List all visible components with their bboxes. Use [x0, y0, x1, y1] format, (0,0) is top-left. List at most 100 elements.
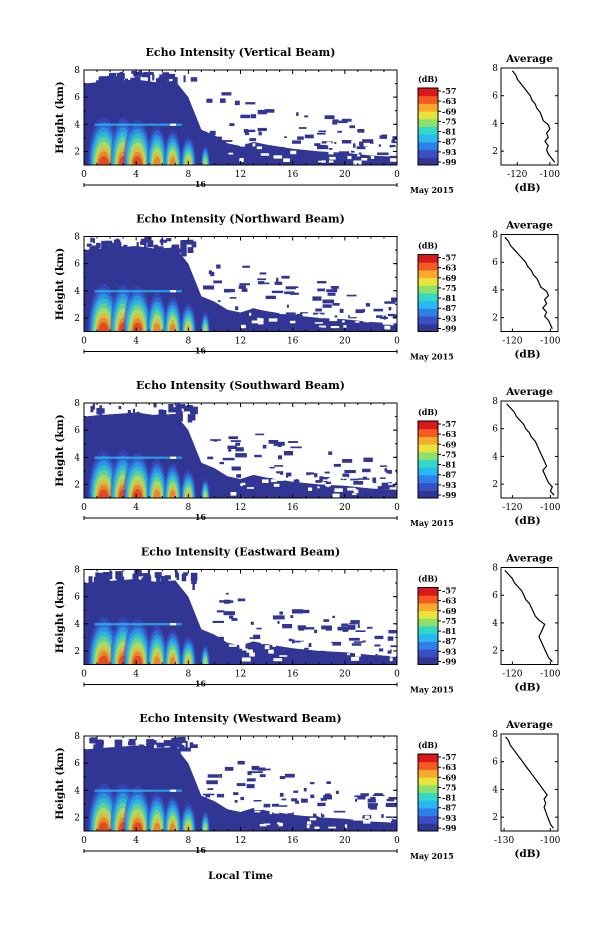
echo-cell: [181, 574, 187, 582]
colorbar-swatch: [418, 134, 438, 143]
echo-cell: [130, 77, 133, 83]
echo-cell: [290, 292, 299, 295]
profile-x-tick-label: -100: [540, 670, 560, 680]
echo-cell: [216, 610, 225, 613]
echo-cell: [231, 618, 238, 621]
echo-cell: [104, 576, 110, 582]
gap-cell: [241, 324, 246, 329]
echo-cell: [379, 465, 388, 467]
gap-cell: [351, 656, 360, 661]
echo-cell: [334, 141, 337, 144]
echo-cell: [124, 78, 129, 84]
gap-cell: [353, 818, 363, 821]
gap-cell: [383, 310, 390, 312]
x-tick-label: 20: [339, 670, 351, 680]
echo-cell: [223, 288, 235, 293]
echo-cell: [154, 414, 162, 418]
echo-cell: [249, 637, 258, 639]
echo-cell: [292, 140, 301, 144]
x-tick-label: 16: [287, 503, 299, 513]
echo-cell: [281, 315, 288, 320]
panel-title: Echo Intensity (Vertical Beam): [145, 46, 335, 59]
gap-cell: [332, 493, 340, 498]
echo-cell: [273, 485, 284, 489]
colorbar-swatch: [418, 451, 438, 460]
colorbar-swatch: [418, 421, 438, 430]
profile-panel: Average 2 4 6 8 -120 -100(dB): [492, 220, 561, 361]
echo-cell: [276, 471, 284, 475]
gap-cell: [270, 479, 277, 483]
echo-cell: [298, 127, 307, 129]
profile-y-tick-label: 8: [492, 730, 498, 740]
colorbar-swatch: [418, 269, 438, 279]
echo-cell: [358, 152, 362, 155]
echo-cell: [278, 615, 283, 618]
plume-layer: [169, 323, 176, 332]
echo-cell: [113, 76, 120, 84]
echo-cell: [384, 468, 388, 472]
echo-cell: [293, 479, 300, 484]
echo-cell: [223, 611, 235, 616]
x-tick-label: 20: [339, 337, 351, 347]
echo-cell: [204, 818, 216, 821]
gap-cell: [322, 479, 328, 481]
gap-cell: [392, 480, 396, 484]
gap-cell: [323, 473, 332, 477]
plume-layer: [169, 656, 176, 665]
y-axis-label: Height (km): [54, 414, 66, 486]
profile-panel: Average 2 4 6 8 -120 -100(dB): [492, 386, 561, 527]
profile-title: Average: [505, 53, 553, 65]
plume-layer: [203, 824, 207, 831]
colorbar-tick-label: -93: [442, 646, 457, 656]
gap-cell: [243, 806, 246, 810]
profile-y-tick-label: 2: [492, 813, 498, 823]
colorbar-tick-label: -99: [442, 324, 457, 334]
profile-frame: [500, 733, 559, 832]
echo-cell: [328, 490, 340, 494]
echo-cell: [289, 286, 299, 288]
echo-cell: [376, 315, 383, 318]
gap-cell: [283, 158, 290, 162]
gap-cell: [367, 650, 373, 653]
echo-cell: [165, 415, 172, 420]
echo-cell: [274, 465, 284, 467]
gap-cell: [344, 824, 348, 829]
echo-cell: [212, 658, 217, 662]
echo-cell: [332, 287, 337, 291]
echo-cell: [181, 247, 187, 257]
y-tick-label: 2: [74, 480, 80, 490]
profile-y-tick-label: 8: [492, 564, 498, 574]
echo-cell: [220, 98, 226, 103]
colorbar-tick-label: -81: [442, 293, 456, 303]
gap-cell: [255, 639, 261, 642]
y-tick-label: 8: [74, 233, 80, 243]
echo-cell: [277, 444, 282, 447]
x-tick-label: 12: [235, 170, 246, 180]
echo-cell: [309, 782, 315, 785]
echo-cell: [137, 77, 141, 86]
gap-cell: [317, 642, 326, 645]
echo-cell: [296, 485, 303, 489]
echo-cell: [180, 240, 186, 249]
echo-cell: [91, 405, 94, 409]
colorbar-swatch: [418, 618, 438, 627]
echo-cell: [338, 120, 348, 124]
echo-cell: [380, 317, 383, 319]
colorbar-tick-label: -63: [442, 596, 457, 606]
colorbar-swatch: [418, 610, 438, 619]
echo-cell: [153, 403, 157, 408]
echo-cell: [159, 249, 165, 257]
echo-cell: [168, 404, 174, 413]
colorbar-swatch: [418, 308, 438, 317]
colorbar-frame: [417, 254, 439, 332]
echo-cell: [288, 157, 300, 161]
echo-cell: [235, 442, 241, 446]
echo-cell: [141, 577, 147, 583]
colorbar-swatch: [418, 474, 438, 484]
layer-band: [94, 290, 182, 293]
colorbar-tick-label: -93: [442, 480, 457, 490]
echo-cell: [170, 416, 177, 424]
echo-cell: [144, 237, 152, 243]
echo-cell: [388, 797, 395, 802]
colorbar-unit: (dB): [418, 740, 438, 750]
